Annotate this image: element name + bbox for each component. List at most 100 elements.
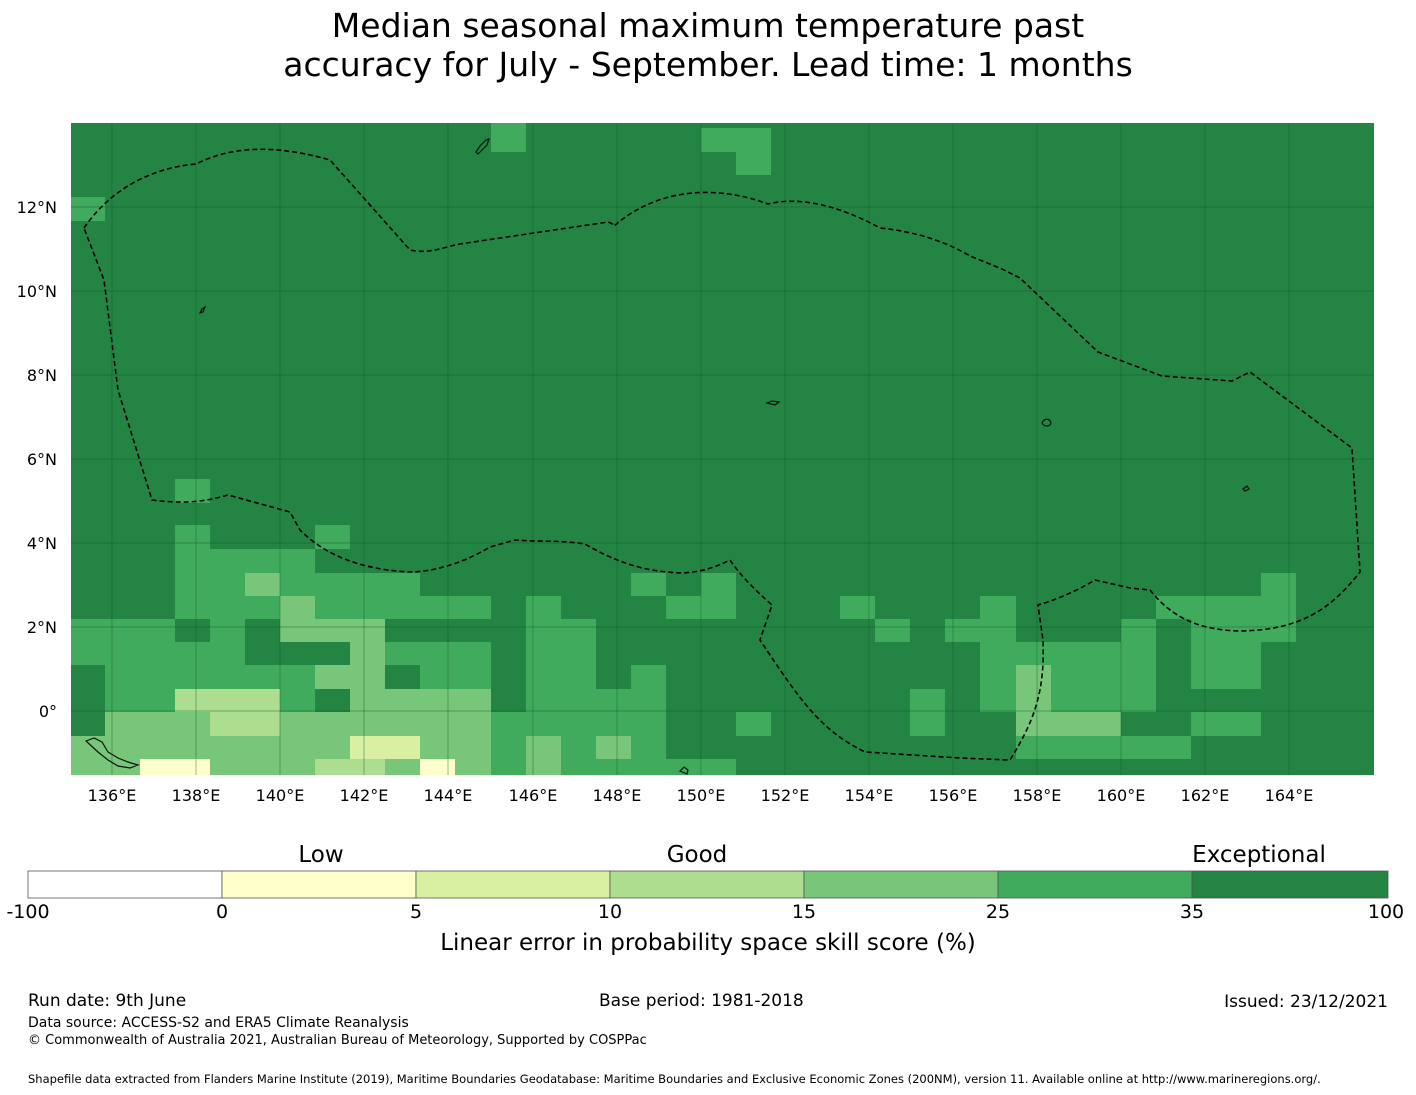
skill-cell	[1191, 712, 1261, 736]
colorbar-category-good: Good	[666, 842, 728, 868]
skill-cell	[736, 152, 771, 175]
skill-cell	[526, 619, 596, 712]
skill-cell	[420, 642, 491, 689]
island-south	[678, 766, 689, 775]
colorbar-label: Linear error in probability space skill …	[440, 930, 976, 956]
colorbar-category-exceptional: Exceptional	[1192, 842, 1326, 868]
skill-cell	[420, 759, 455, 775]
skill-cell	[315, 573, 420, 619]
skill-cell	[596, 689, 666, 712]
lat-tick-label: 0°	[39, 702, 57, 721]
colorbar-tick: 15	[791, 901, 817, 923]
skill-cell	[280, 596, 315, 642]
island-pohnpei	[1041, 418, 1052, 427]
skill-cell	[736, 712, 771, 736]
skill-cell	[140, 759, 210, 775]
skill-cell	[526, 596, 561, 619]
skill-cell	[1121, 642, 1156, 712]
skill-cell	[491, 123, 526, 152]
lon-tick-label: 136°E	[88, 786, 137, 805]
lon-tick-label: 154°E	[845, 786, 894, 805]
islands	[84, 138, 1250, 775]
colorbar-tick: 100	[1367, 901, 1405, 923]
lon-tick-label: 152°E	[761, 786, 810, 805]
skill-cell	[385, 642, 420, 665]
lon-tick-label: 146°E	[509, 786, 558, 805]
base-period: Base period: 1981-2018	[599, 991, 804, 1011]
skill-cell	[631, 573, 666, 596]
skill-cell	[631, 665, 666, 689]
lon-tick-label: 142°E	[340, 786, 389, 805]
lon-tick-label: 162°E	[1181, 786, 1230, 805]
lon-tick-label: 140°E	[256, 786, 305, 805]
title-line-2: accuracy for July - September. Lead time…	[283, 45, 1133, 84]
skill-cell	[561, 759, 701, 775]
lon-tick-label: 164°E	[1265, 786, 1314, 805]
lon-tick-label: 158°E	[1013, 786, 1062, 805]
skill-cell	[1016, 712, 1051, 736]
axis-labels: 136°E 138°E 140°E 142°E 144°E 146°E 148°E 150°E…	[17, 198, 1314, 805]
island-kosrae	[1242, 485, 1250, 492]
lat-tick-label: 6°N	[27, 450, 57, 469]
eez-boundary	[83, 148, 1361, 761]
skill-cell	[980, 596, 1016, 619]
skill-cell	[596, 736, 631, 759]
skill-cell	[945, 619, 1016, 642]
copyright: © Commonwealth of Australia 2021, Austra…	[28, 1033, 647, 1048]
skill-cell	[175, 689, 280, 712]
lon-tick-label: 150°E	[677, 786, 726, 805]
island-png	[84, 737, 140, 769]
colorbar-category-low: Low	[298, 842, 344, 868]
shapefile-credit: Shapefile data extracted from Flanders M…	[28, 1072, 1321, 1086]
graticule	[71, 123, 1374, 775]
skill-cell	[175, 525, 210, 619]
skill-cell	[350, 736, 420, 759]
data-source: Data source: ACCESS-S2 and ERA5 Climate …	[28, 1015, 409, 1031]
lat-tick-label: 4°N	[27, 534, 57, 553]
lon-tick-label: 156°E	[929, 786, 978, 805]
lat-tick-label: 10°N	[17, 282, 57, 301]
lon-tick-label: 160°E	[1097, 786, 1146, 805]
colorbar-tick: 35	[1179, 901, 1205, 923]
skill-cell	[350, 642, 385, 665]
lat-tick-label: 2°N	[27, 618, 57, 637]
skill-cell	[1051, 642, 1121, 712]
skill-cell	[701, 128, 771, 152]
island-palau	[198, 305, 207, 315]
skill-cell	[1051, 712, 1121, 736]
skill-cell	[315, 619, 385, 642]
island-guam	[475, 138, 490, 155]
skill-cell	[1016, 736, 1191, 759]
skill-cell	[140, 665, 175, 689]
lon-tick-label: 138°E	[172, 786, 221, 805]
skill-cell	[840, 596, 875, 619]
skill-cell	[210, 619, 245, 642]
skill-cell	[315, 665, 385, 689]
chart-title: Median seasonal maximum temperature past…	[0, 6, 1416, 84]
colorbar-tick: 5	[409, 901, 423, 923]
skill-cell	[175, 642, 245, 665]
skill-cell	[910, 689, 945, 736]
skill-cell	[701, 573, 736, 596]
colorbar-tick: 25	[985, 901, 1011, 923]
skill-cell	[245, 573, 280, 596]
title-line-1: Median seasonal maximum temperature past	[331, 6, 1085, 45]
skill-cell	[1226, 596, 1261, 619]
island-chuuk	[765, 400, 781, 406]
skill-cell	[1016, 665, 1051, 712]
lat-tick-label: 8°N	[27, 366, 57, 385]
run-date: Run date: 9th June	[28, 991, 187, 1011]
lon-tick-label: 148°E	[593, 786, 642, 805]
lat-tick-label: 12°N	[17, 198, 57, 217]
colorbar-tick: 10	[597, 901, 623, 923]
skill-cell	[420, 596, 491, 619]
skill-cell	[71, 619, 175, 665]
skill-cell	[1121, 619, 1156, 642]
skill-cell	[315, 759, 385, 775]
skill-cell	[175, 479, 210, 503]
skill-cell	[701, 759, 736, 775]
skill-cell	[210, 712, 280, 736]
issued-date: Issued: 23/12/2021	[1224, 992, 1388, 1012]
colorbar-tick: 0	[215, 901, 229, 923]
